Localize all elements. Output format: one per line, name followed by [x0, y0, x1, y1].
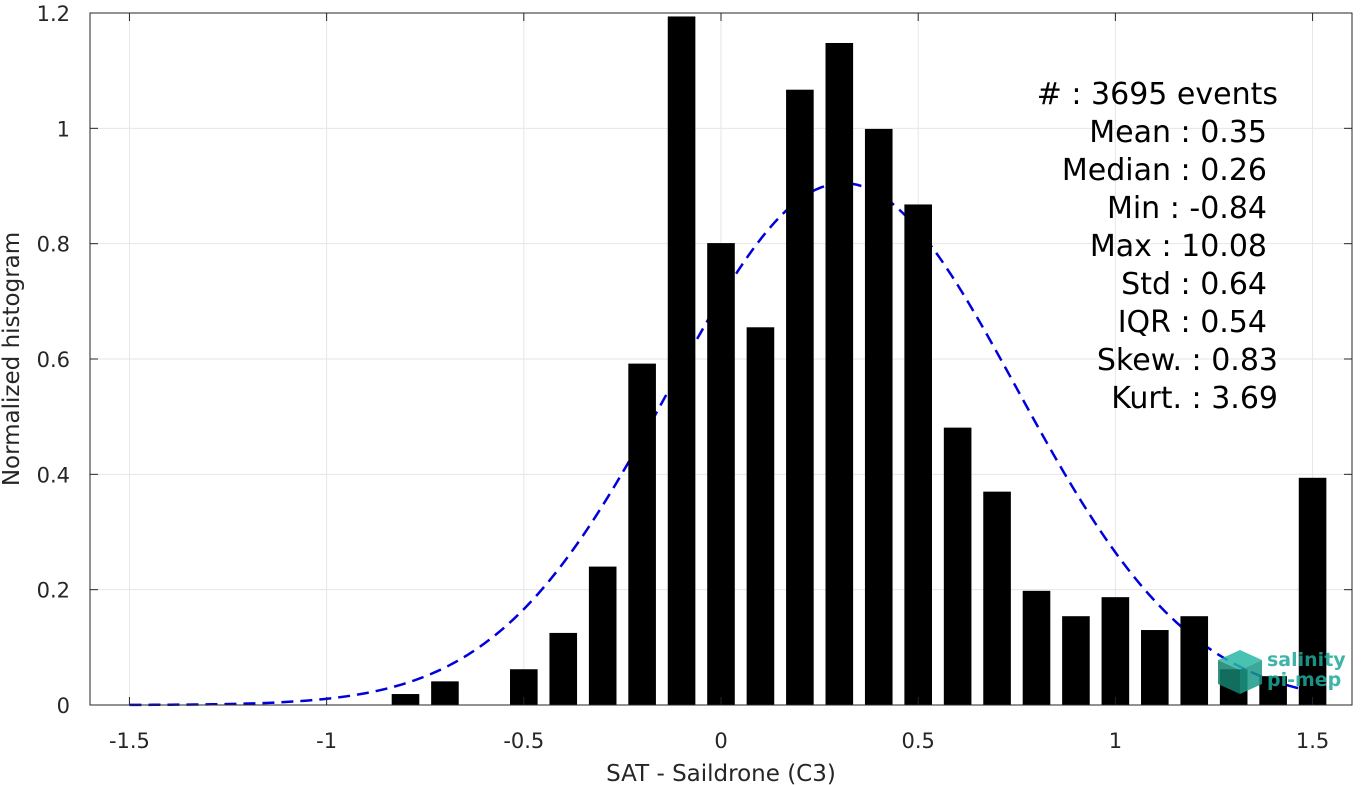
histogram-bar-12 — [904, 204, 932, 705]
stat-kurt: Kurt. : 3.69 — [1111, 381, 1278, 416]
y-axis-label: Normalized histogram — [0, 232, 25, 486]
y-tick-label-3: 0.6 — [37, 348, 70, 372]
histogram-bar-8 — [746, 327, 775, 705]
stat-std: Std : 0.64 — [1121, 267, 1267, 302]
histogram-bar-21 — [1259, 676, 1287, 705]
stat-mean: Mean : 0.35 — [1089, 115, 1267, 150]
histogram-bar-15 — [1022, 590, 1051, 705]
stat-iqr: IQR : 0.54 — [1118, 305, 1267, 340]
x-tick-label-5: 1 — [1109, 729, 1122, 753]
stat-skew: Skew. : 0.83 — [1097, 343, 1278, 378]
x-tick-label-1: -1 — [316, 729, 337, 753]
histogram-bar-1 — [431, 681, 459, 705]
histogram-bar-11 — [864, 128, 893, 705]
stat-max: Max : 10.08 — [1090, 229, 1267, 264]
cube-logo-icon — [1218, 650, 1262, 694]
statistics-box: # : 3695 events Mean : 0.35 Median : 0.2… — [1037, 77, 1278, 416]
y-tick-label-4: 0.8 — [37, 233, 70, 257]
histogram-bar-14 — [983, 491, 1011, 705]
x-tick-label-3: 0 — [714, 729, 727, 753]
x-tick-label-2: -0.5 — [503, 729, 544, 753]
histogram-bar-18 — [1141, 630, 1169, 705]
y-tick-label-2: 0.4 — [37, 463, 70, 487]
histogram-bar-17 — [1101, 597, 1130, 705]
histogram-bar-0 — [391, 694, 420, 705]
histogram-bar-13 — [943, 427, 972, 705]
histogram-bar-22 — [1298, 477, 1327, 705]
histogram-bar-6 — [667, 16, 696, 705]
salinity-pi-mep-logo: salinity pi-mep — [1218, 649, 1346, 694]
axes — [89, 12, 1353, 706]
y-tick-label-6: 1.2 — [37, 2, 70, 26]
x-axis-label: SAT - Saildrone (C3) — [606, 761, 836, 785]
x-tick-label-6: 1.5 — [1296, 729, 1329, 753]
stat-count: # : 3695 events — [1037, 77, 1278, 112]
tick-labels: -1.5 -1 -0.5 0 0.5 1 1.5 0 0.2 0.4 0.6 0.8 1 1.2 — [37, 2, 1330, 753]
x-tick-label-4: 0.5 — [901, 729, 934, 753]
histogram-bar-5 — [628, 363, 656, 705]
histogram-bar-4 — [588, 566, 617, 705]
histogram-bar-9 — [786, 89, 814, 706]
stat-min: Min : -0.84 — [1107, 191, 1267, 226]
y-tick-label-0: 0 — [57, 694, 70, 718]
histogram-bar-19 — [1180, 616, 1209, 705]
histogram-bar-10 — [825, 42, 854, 705]
stat-median: Median : 0.26 — [1062, 153, 1267, 188]
x-tick-label-0: -1.5 — [109, 729, 150, 753]
histogram-bar-7 — [707, 243, 735, 705]
histogram-bar-3 — [549, 632, 578, 705]
logo-text-salinity: salinity — [1267, 649, 1346, 671]
logo-text-pi-mep: pi-mep — [1267, 669, 1341, 691]
y-tick-label-5: 1 — [57, 117, 70, 141]
histogram-bar-16 — [1062, 616, 1090, 705]
histogram-bars — [391, 16, 1327, 706]
y-tick-label-1: 0.2 — [37, 579, 70, 603]
